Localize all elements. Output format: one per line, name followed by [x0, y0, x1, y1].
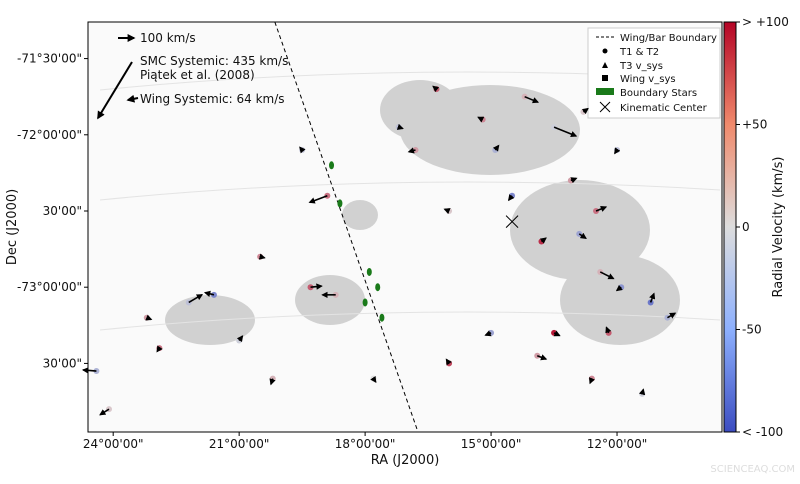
- velocity-arrow: [407, 147, 416, 154]
- y-tick-label: -71°30'00": [17, 52, 82, 66]
- velocity-arrow: [299, 146, 306, 154]
- kinematic-center: [505, 215, 519, 229]
- legend-label: Wing/Bar Boundary: [620, 33, 717, 44]
- velocity-arrow: [370, 375, 377, 384]
- y-tick-label: 30'00": [43, 204, 82, 218]
- sky-background: [99, 71, 721, 345]
- boundary-star: [379, 313, 385, 322]
- scale-arrows: [97, 34, 139, 120]
- velocity-arrow: [595, 205, 608, 212]
- x-axis-label: RA (J2000): [371, 453, 440, 468]
- x-tick-label: 21°00'00": [209, 437, 270, 451]
- velocity-arrow: [477, 116, 485, 123]
- velocity-arrow: [443, 208, 451, 215]
- velocity-arrow: [649, 292, 656, 303]
- velocity-arrow: [539, 237, 547, 244]
- legend: Wing/Bar Boundary T1 & T2 T3 v_sys Wing …: [587, 27, 721, 119]
- y-axis-label: Dec (J2000): [5, 189, 20, 265]
- velocity-arrow: [667, 312, 677, 319]
- velocity-arrow: [614, 147, 621, 155]
- colorbar: [723, 21, 737, 433]
- legend-label: Wing v_sys: [620, 74, 676, 85]
- velocity-arrow: [578, 232, 587, 239]
- velocity-arrow: [615, 284, 623, 292]
- colorbar-tick-label: 0: [742, 220, 750, 234]
- velocity-arrow: [581, 107, 589, 115]
- legend-label: T3 v_sys: [619, 61, 663, 72]
- velocity-arrow: [638, 388, 646, 396]
- velocity-arrow: [258, 253, 266, 260]
- x-tick-label: 24°00'00": [83, 437, 144, 451]
- colorbar-tick-label: < -100: [742, 425, 783, 439]
- velocity-arrow: [203, 290, 215, 297]
- velocity-arrow: [570, 177, 578, 184]
- velocity-arrow: [396, 123, 404, 130]
- annotation: 100 km/s: [140, 31, 196, 45]
- x-tick-label: 18°00'00": [335, 437, 396, 451]
- velocity-arrow: [599, 271, 615, 280]
- velocity-arrow: [553, 330, 561, 337]
- velocity-arrow: [188, 294, 204, 304]
- x-tick-label: 15°00'00": [461, 437, 522, 451]
- annotation: SMC Systemic: 435 km/s: [140, 54, 288, 68]
- annotation: Wing Systemic: 64 km/s: [140, 92, 285, 106]
- velocity-arrow: [536, 354, 548, 361]
- velocity-arrow: [308, 195, 328, 204]
- annotation: Piątek et al. (2008): [140, 68, 255, 82]
- velocity-arrow: [269, 378, 276, 386]
- colorbar-label: Radial Velocity (km/s): [771, 157, 786, 298]
- boundary-star: [362, 298, 368, 307]
- boundary-star: [329, 161, 335, 170]
- boundary-star: [337, 199, 343, 208]
- velocity-arrow: [524, 95, 540, 104]
- velocity-arrow: [145, 314, 153, 321]
- velocity-arrow: [492, 144, 500, 152]
- colorbar-tick-label: > +100: [742, 15, 789, 29]
- boundary-star: [366, 267, 372, 276]
- velocity-arrow: [156, 345, 163, 353]
- velocity-arrow: [236, 335, 244, 343]
- boundary-line: [274, 21, 419, 433]
- y-tick-label: 30'00": [43, 356, 82, 370]
- velocity-arrow: [553, 126, 578, 138]
- y-tick-label: -72°00'00": [17, 128, 82, 142]
- velocity-arrow: [432, 85, 440, 93]
- velocity-arrow: [589, 377, 595, 385]
- watermark: SCIENCEAQ.COM: [710, 464, 795, 475]
- velocity-arrow: [445, 358, 452, 366]
- boundary-star: [375, 283, 381, 292]
- legend-label: T1 & T2: [619, 47, 659, 58]
- velocity-arrow: [605, 326, 612, 334]
- legend-label: Kinematic Center: [620, 103, 708, 114]
- velocity-arrow: [81, 367, 97, 374]
- colorbar-tick-label: -50: [742, 323, 762, 337]
- colorbar-tick-label: +50: [742, 118, 767, 132]
- velocity-arrow: [484, 330, 492, 337]
- x-tick-label: 12°00'00": [587, 437, 648, 451]
- velocity-arrow: [507, 194, 515, 202]
- legend-label: Boundary Stars: [620, 88, 697, 99]
- velocity-arrow: [310, 283, 323, 290]
- velocity-arrow: [99, 408, 110, 416]
- y-tick-label: -73°00'00": [17, 280, 82, 294]
